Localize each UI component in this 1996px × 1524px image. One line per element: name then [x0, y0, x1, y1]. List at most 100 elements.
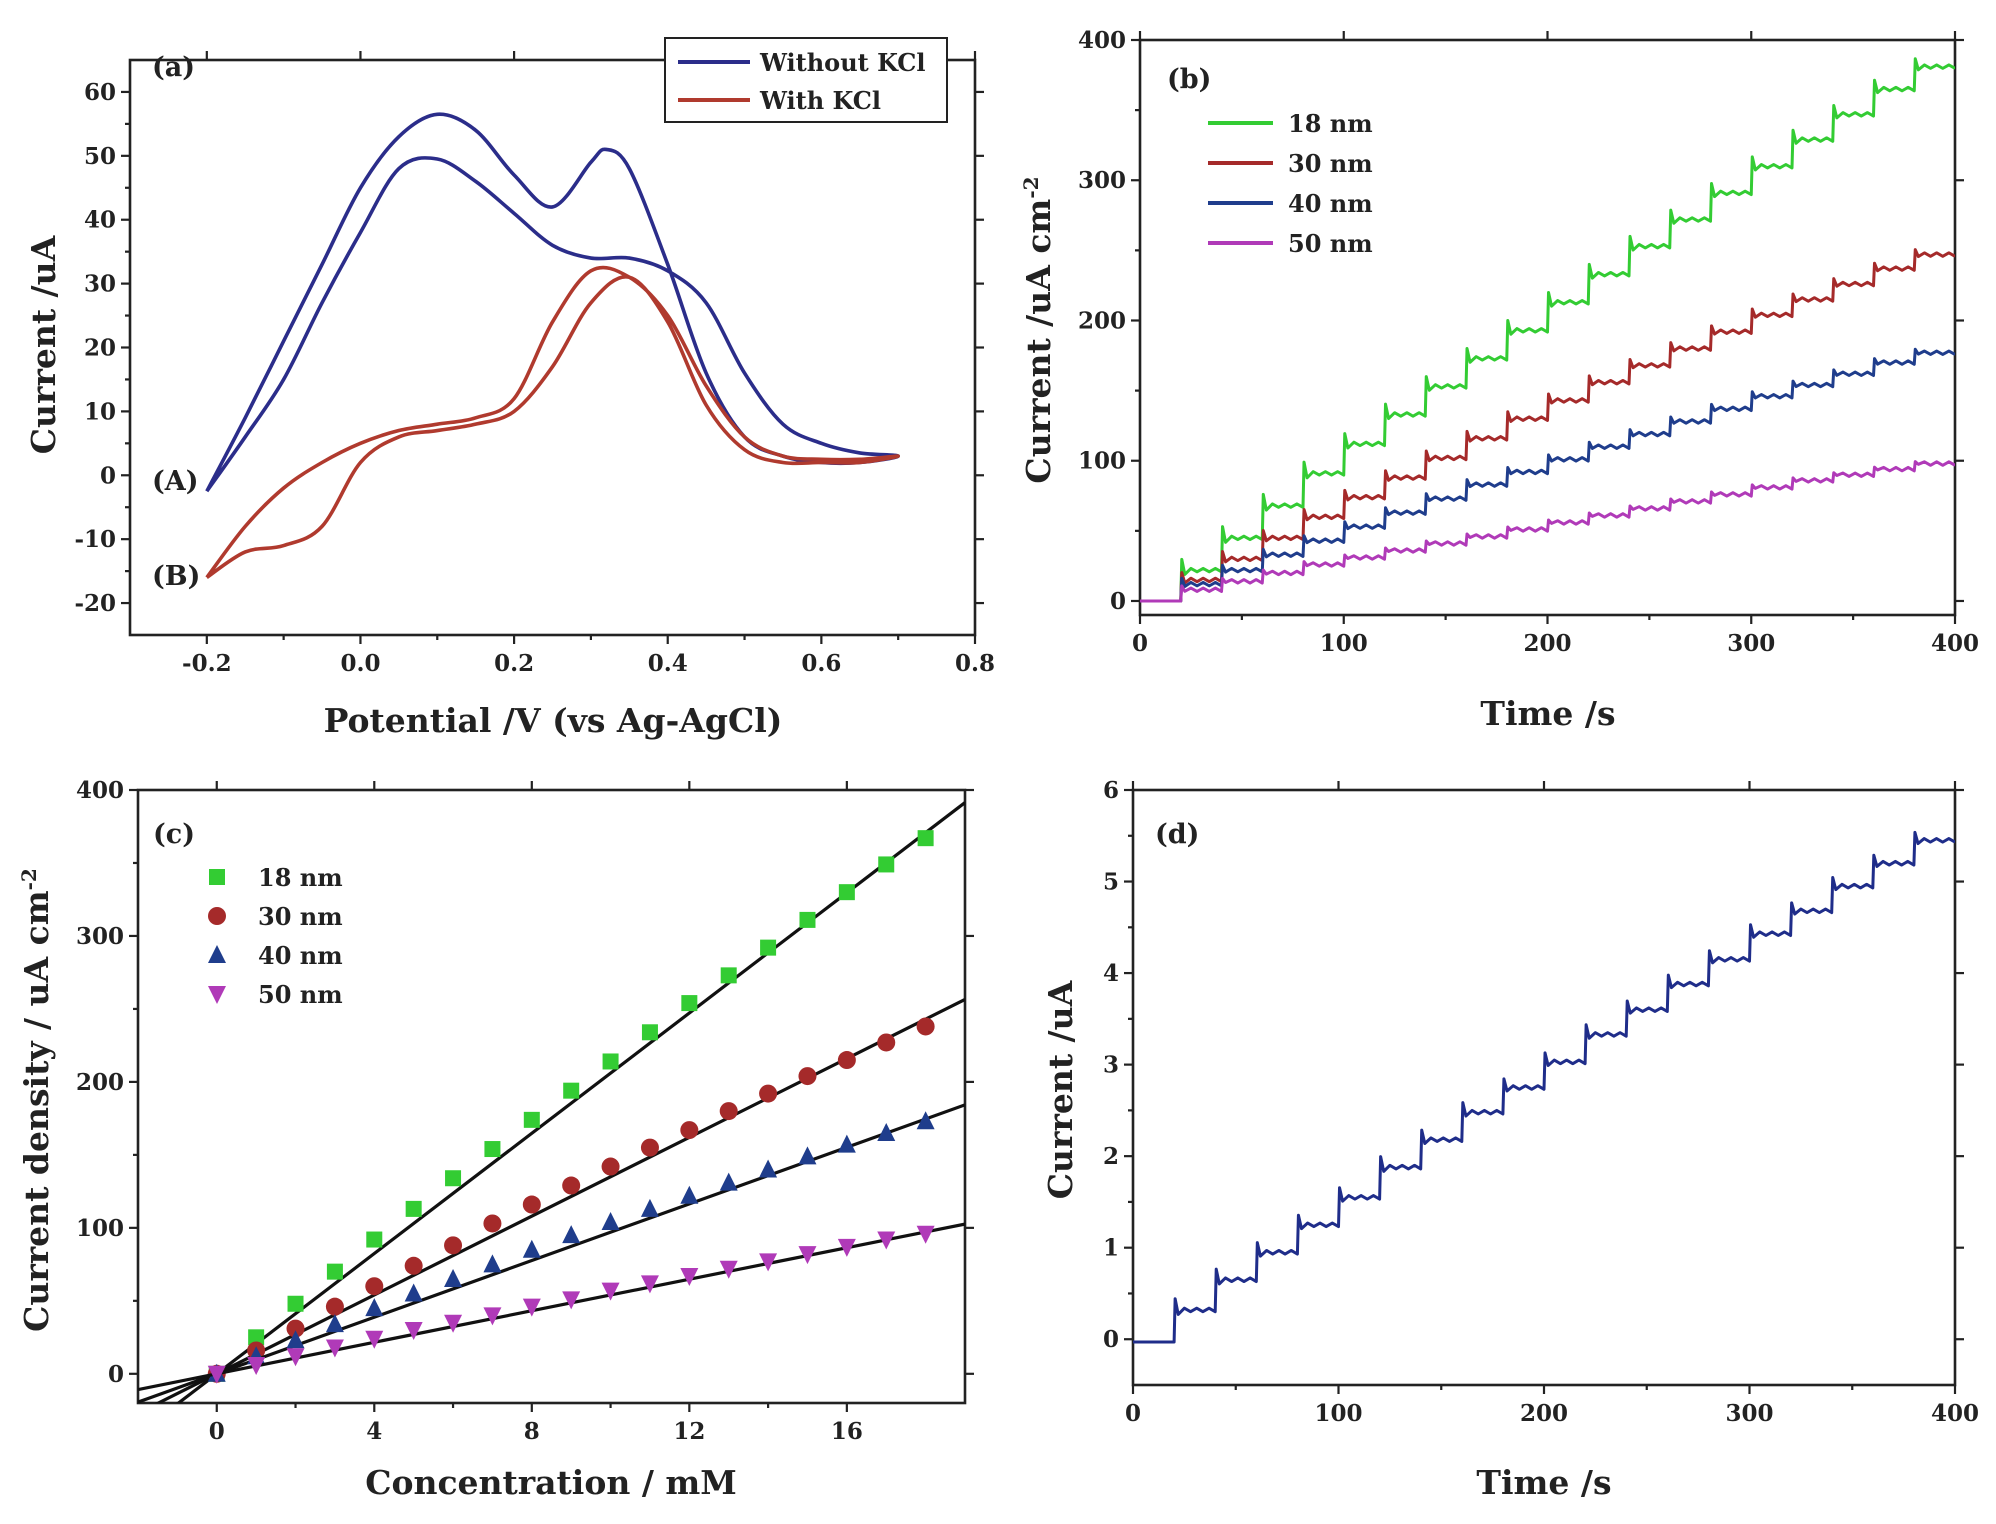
legend-label: 40 nm — [1288, 189, 1373, 218]
x-tick-label: 0.8 — [955, 650, 995, 677]
data-point-30-nm — [837, 1051, 856, 1070]
data-point-30-nm — [365, 1277, 384, 1296]
y-tick-label: 30 — [84, 271, 116, 298]
data-point-18-nm — [681, 995, 698, 1012]
legend-label: 18 nm — [1288, 109, 1373, 138]
plot-area — [1140, 57, 1955, 603]
x-tick-label: 0 — [209, 1418, 225, 1445]
x-tick-label: 16 — [831, 1418, 863, 1445]
x-axis-label: Concentration / mM — [365, 1463, 737, 1502]
fit-line-50-nm — [138, 1222, 965, 1392]
data-point-50-nm — [404, 1322, 423, 1341]
data-point-18-nm — [405, 1200, 422, 1217]
y-tick-label: 1 — [1103, 1235, 1119, 1262]
data-point-18-nm — [248, 1329, 265, 1346]
plot-area — [205, 112, 900, 579]
legend-label: 50 nm — [258, 980, 343, 1009]
data-point-18-nm — [799, 911, 816, 928]
y-tick-label: 20 — [84, 335, 116, 362]
data-point-30-nm — [325, 1297, 344, 1316]
data-point-30-nm — [680, 1121, 699, 1140]
legend: 18 nm 30 nm 40 nm 50 nm — [1208, 109, 1373, 258]
data-point-30-nm — [483, 1214, 502, 1233]
x-tick-label: 12 — [673, 1418, 705, 1445]
data-point-40-nm — [522, 1239, 541, 1258]
series-line-30-nm — [1140, 248, 1955, 603]
data-point-30-nm — [444, 1236, 463, 1255]
y-tick-label: 0 — [1103, 1326, 1119, 1353]
fit-line-18-nm — [175, 801, 965, 1403]
legend-label: With KCl — [759, 86, 881, 115]
y-tick-label: 200 — [76, 1069, 124, 1096]
data-point-50-nm — [837, 1238, 856, 1257]
panel-a: -0.2 0.0 0.2 0.4 0.6 0.8 -20 -10 0 10 20 30 40 50 60 Po… — [24, 37, 995, 740]
x-tick-label: 0.2 — [494, 650, 534, 677]
y-axis-label-superscript: -2 — [1019, 176, 1043, 198]
data-point-40-nm — [325, 1314, 344, 1333]
y-tick-label: 3 — [1103, 1052, 1119, 1079]
data-point-50-nm — [719, 1260, 738, 1279]
legend-label: 40 nm — [258, 941, 343, 970]
data-point-40-nm — [404, 1283, 423, 1302]
y-tick-label: 300 — [1078, 167, 1126, 194]
data-point-50-nm — [522, 1298, 541, 1317]
plot-frame — [136, 788, 967, 1405]
data-point-30-nm — [404, 1256, 423, 1275]
x-tick-label: 0 — [1125, 1400, 1141, 1427]
data-point-30-nm — [798, 1067, 817, 1086]
y-tick-label: 100 — [1078, 448, 1126, 475]
y-tick-label: 0 — [108, 1361, 124, 1388]
legend-marker — [208, 986, 226, 1004]
data-point-50-nm — [483, 1307, 502, 1326]
series-line-with-kcl — [205, 265, 900, 579]
y-tick-label: 6 — [1103, 777, 1119, 804]
fit-line-40-nm — [138, 1103, 965, 1403]
data-point-50-nm — [640, 1275, 659, 1294]
legend-label: 30 nm — [258, 902, 343, 931]
legend: Without KCl With KCl — [664, 37, 948, 123]
x-tick-label: 0.0 — [340, 650, 380, 677]
data-point-18-nm — [838, 884, 855, 901]
data-point-18-nm — [523, 1111, 540, 1128]
fit-line-30-nm — [154, 998, 965, 1403]
data-point-50-nm — [286, 1348, 305, 1367]
x-tick-label: 200 — [1523, 630, 1571, 657]
data-point-30-nm — [916, 1017, 935, 1036]
y-axis-label: Current /uA — [1041, 980, 1080, 1199]
data-point-50-nm — [759, 1253, 778, 1272]
data-point-18-nm — [326, 1263, 343, 1280]
data-point-40-nm — [640, 1198, 659, 1217]
data-point-18-nm — [760, 939, 777, 956]
panel-label: (c) — [153, 819, 195, 850]
data-point-18-nm — [563, 1082, 580, 1099]
data-point-50-nm — [365, 1330, 384, 1349]
series-line-without-kcl — [205, 112, 900, 493]
legend-label: 30 nm — [1288, 149, 1373, 178]
x-tick-label: 8 — [524, 1418, 540, 1445]
y-axis-label-text: Current /uA cm — [1019, 199, 1058, 484]
x-tick-label: 200 — [1520, 1400, 1568, 1427]
data-point-50-nm — [247, 1357, 266, 1376]
x-tick-label: 400 — [1931, 1400, 1979, 1427]
panel-label: (a) — [152, 52, 195, 83]
data-point-40-nm — [916, 1111, 935, 1130]
plot-area — [138, 801, 965, 1403]
y-axis-label-text: Current density / uA cm — [17, 890, 56, 1332]
series-line-18-nm — [1140, 57, 1955, 603]
plot-area — [1133, 830, 1955, 1344]
panel-c: 0 4 8 12 16 0 100 200 300 400 Concentration / mM Cu… — [17, 777, 974, 1502]
data-point-30-nm — [562, 1176, 581, 1195]
x-tick-label: 400 — [1931, 630, 1979, 657]
data-point-40-nm — [601, 1212, 620, 1231]
data-point-18-nm — [445, 1170, 462, 1187]
data-point-30-nm — [759, 1084, 778, 1103]
y-axis-label: Current /uA cm-2 — [1019, 176, 1058, 483]
y-tick-label: 0 — [1110, 588, 1126, 615]
data-point-18-nm — [878, 856, 895, 873]
data-point-40-nm — [680, 1185, 699, 1204]
data-point-18-nm — [641, 1024, 658, 1041]
panel-label: (b) — [1167, 64, 1211, 95]
data-point-18-nm — [287, 1295, 304, 1312]
panel-d: 0 100 200 300 400 0 1 2 3 4 5 6 Time /s Current /uA (d… — [1041, 777, 1979, 1502]
curve-annotation-a: (A) — [152, 466, 199, 497]
